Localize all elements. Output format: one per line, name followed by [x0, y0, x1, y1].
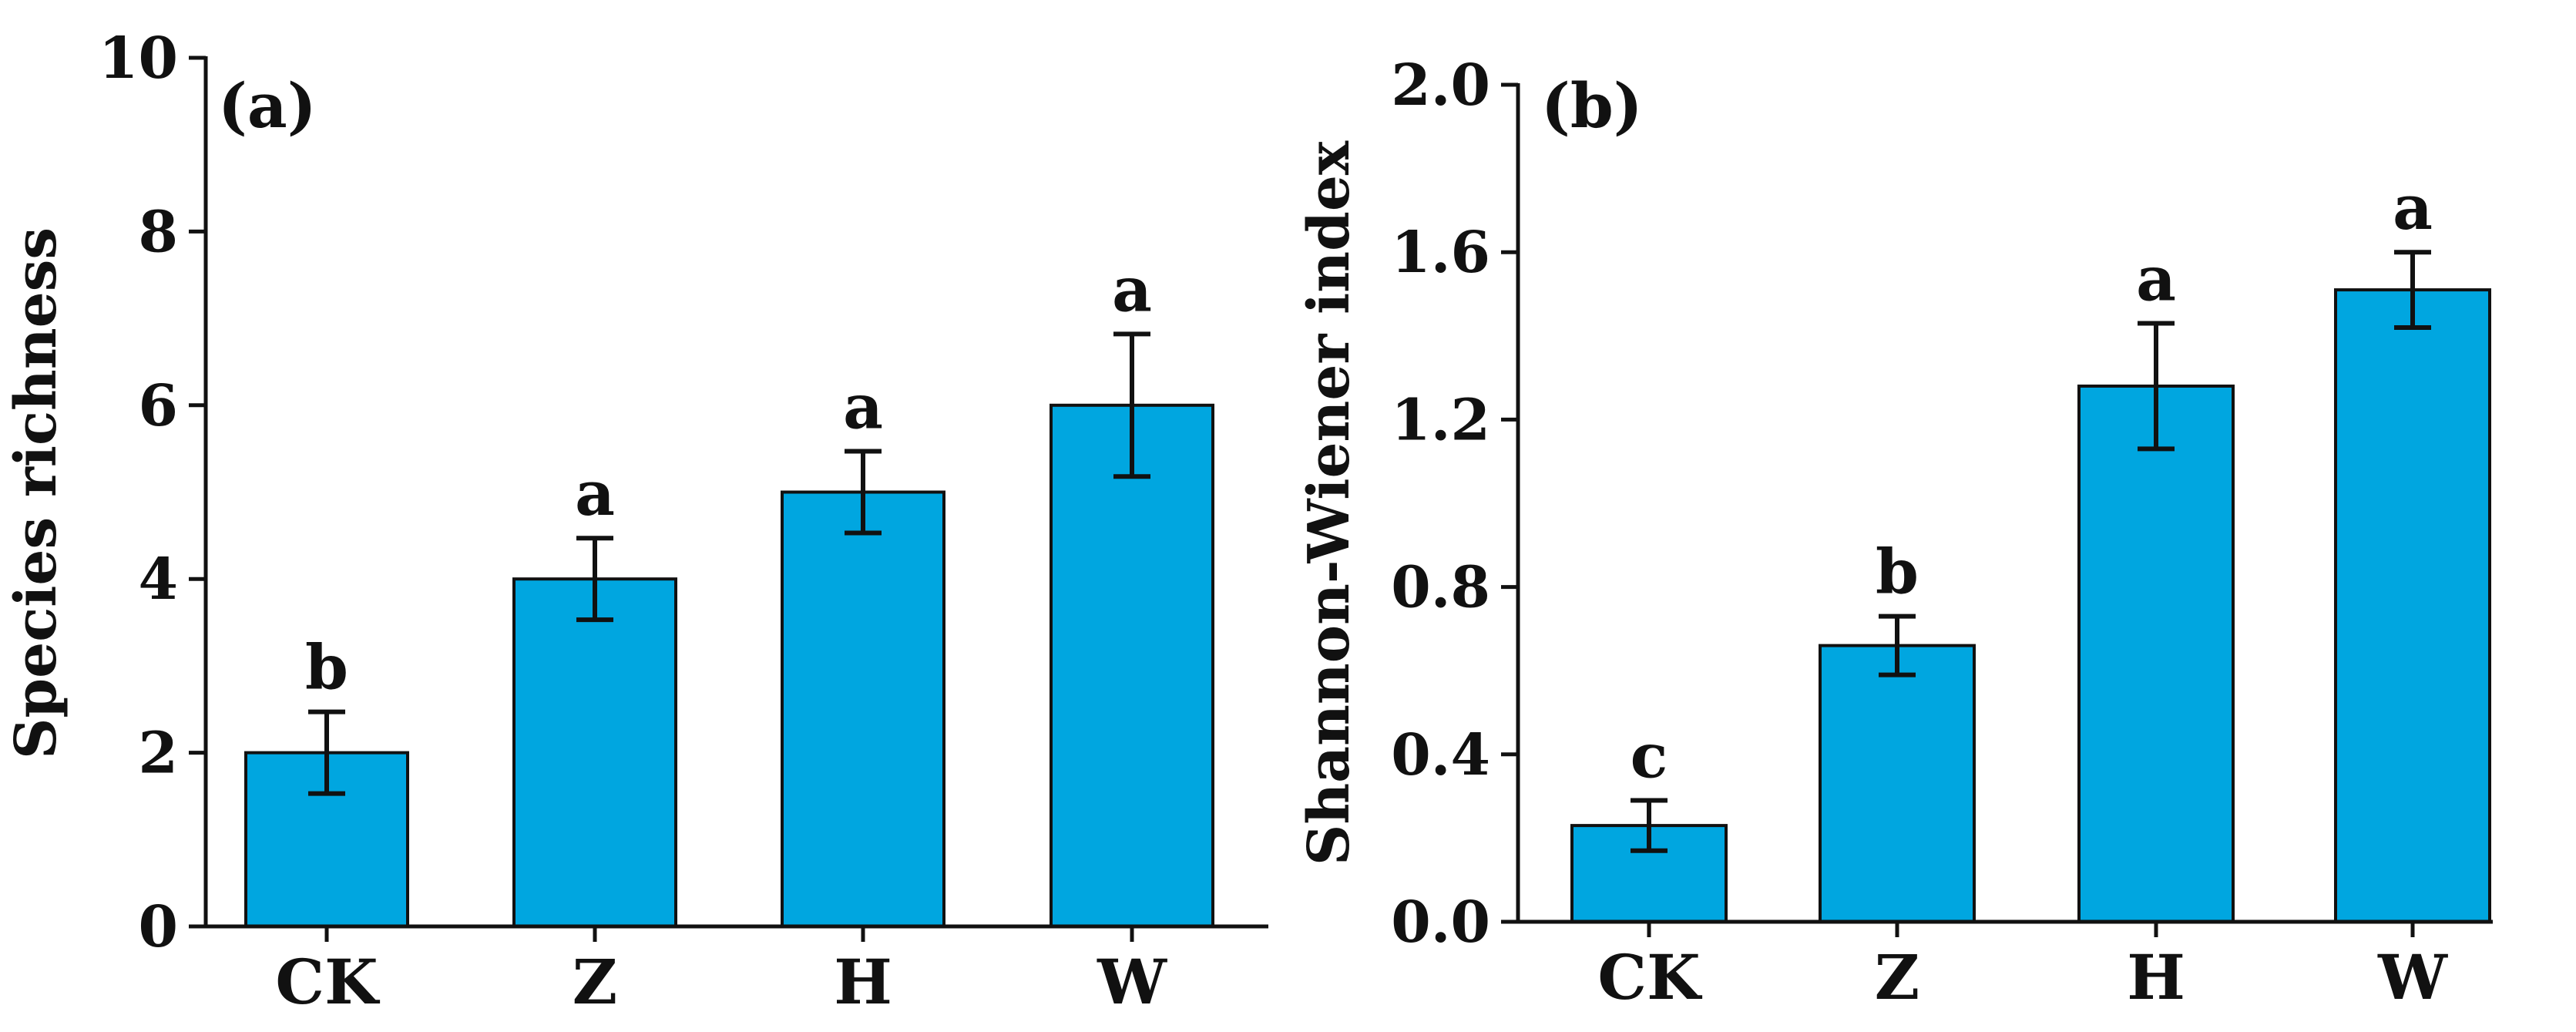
panel-a-bar-h [781, 490, 945, 928]
panel-b-bar-z [1819, 644, 1976, 923]
panel-a-y-tick-label: 6 [139, 373, 179, 439]
panel-b: 0.0 0.4 0.8 1.2 1.6 2.0 CK Z H W c b a a (b) Shanno… [1296, 52, 2493, 1014]
panel-a-x-tick-label-w: W [1097, 946, 1167, 1018]
panel-a-error-bar-z [576, 536, 613, 623]
panel-b-y-ticks: 0.0 0.4 0.8 1.2 1.6 2.0 [1391, 52, 1518, 956]
panel-a-y-axis-label: Species richness [3, 227, 69, 759]
panel-a-y-tick-label: 2 [139, 721, 179, 787]
panel-a-x-ticks: CK Z H W [275, 926, 1167, 1018]
panel-a-x-tick-label-ck: CK [275, 946, 380, 1018]
panel-a: 0 2 4 6 8 10 CK Z H W b a a a (a) Species richness [3, 25, 1268, 1018]
panel-b-significance-letters: c b a a [1631, 171, 2433, 792]
panel-a-significance-h: a [843, 371, 883, 443]
panel-a-bar-w [1050, 403, 1214, 928]
panel-b-y-tick-label: 0.0 [1391, 889, 1490, 956]
panel-b-label: (b) [1541, 69, 1643, 142]
panel-a-y-tick-label: 4 [139, 546, 179, 613]
panel-b-bar-w [2334, 288, 2491, 923]
panel-b-significance-z: b [1876, 536, 1919, 608]
panel-b-x-tick-label-z: Z [1875, 941, 1919, 1014]
panel-b-x-tick-label-ck: CK [1597, 941, 1702, 1014]
panel-b-x-ticks: CK Z H W [1597, 922, 2448, 1014]
panel-b-significance-h: a [2136, 243, 2176, 315]
panel-b-error-bar-h [2138, 321, 2175, 452]
panel-b-y-tick-label: 0.4 [1391, 722, 1490, 788]
panel-a-x-tick-label-z: Z [573, 946, 617, 1018]
panel-b-y-tick-label: 2.0 [1391, 52, 1490, 119]
panel-a-y-tick-label: 0 [139, 894, 179, 960]
panel-a-error-bar-ck [308, 709, 345, 796]
panel-b-y-tick-label: 1.6 [1391, 220, 1490, 286]
panel-a-error-bar-w [1113, 331, 1150, 479]
panel-b-error-bar-ck [1631, 798, 1668, 853]
panel-b-bars [1570, 288, 2491, 923]
panel-a-bars [244, 403, 1214, 928]
panel-a-significance-letters: b a a a [305, 253, 1152, 703]
panel-a-y-tick-label: 8 [139, 199, 179, 265]
panel-b-x-tick-label-w: W [2377, 941, 2448, 1014]
panel-b-error-bars [1631, 250, 2431, 853]
panel-b-significance-ck: c [1631, 720, 1668, 792]
panel-a-significance-w: a [1112, 253, 1152, 325]
panel-b-significance-w: a [2393, 171, 2433, 244]
panel-a-significance-ck: b [305, 631, 348, 704]
panel-b-bar-h [2077, 384, 2235, 923]
panel-a-bar-z [512, 577, 677, 928]
panel-b-y-tick-label: 1.2 [1391, 387, 1490, 453]
panel-a-x-tick-label-h: H [834, 946, 892, 1018]
panel-b-y-tick-label: 0.8 [1391, 555, 1490, 621]
panel-a-error-bars [308, 331, 1150, 796]
panel-b-error-bar-z [1879, 613, 1916, 677]
panel-b-y-axis-label: Shannon-Wiener index [1296, 140, 1362, 866]
panel-a-y-tick-label: 10 [99, 25, 178, 92]
panel-b-x-tick-label-h: H [2127, 941, 2185, 1014]
panel-a-label: (a) [218, 69, 317, 142]
panel-a-significance-z: a [575, 457, 615, 529]
panel-a-error-bar-h [845, 449, 882, 536]
panel-a-y-ticks: 0 2 4 6 8 10 [99, 25, 206, 960]
panel-b-error-bar-w [2394, 250, 2431, 330]
